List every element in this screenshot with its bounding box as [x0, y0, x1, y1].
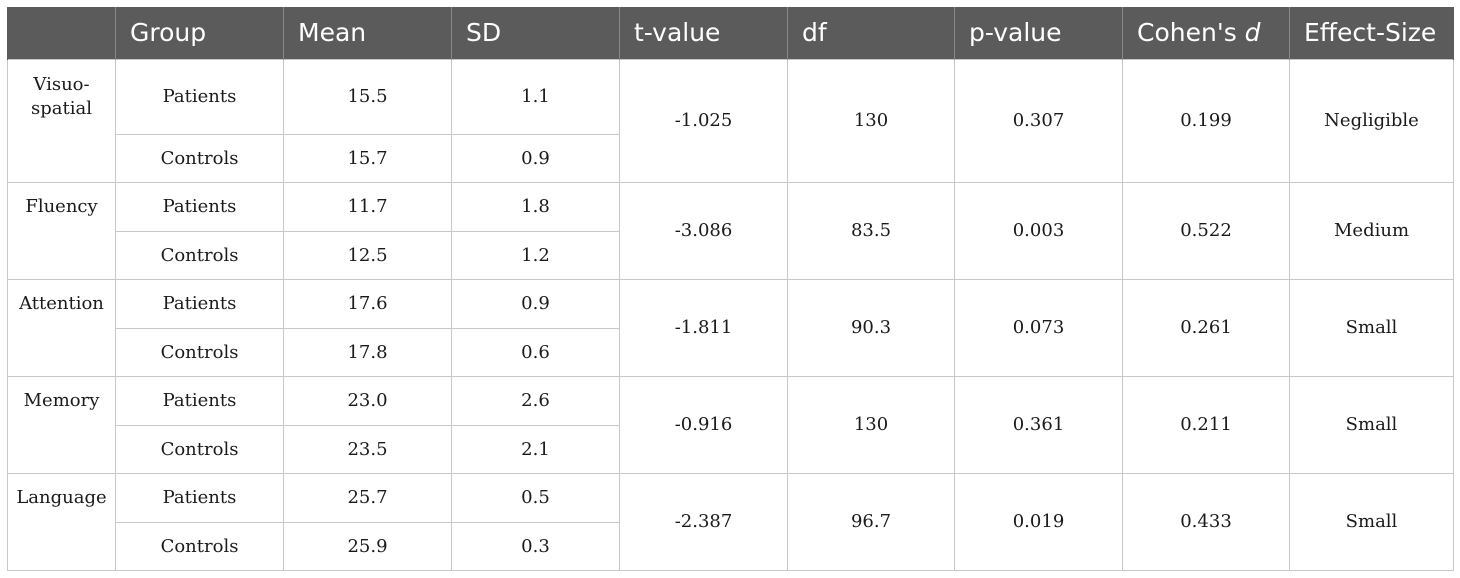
df-value: 90.3 — [787, 278, 955, 377]
group-label: Controls — [115, 424, 284, 474]
header-sd: SD — [451, 7, 620, 59]
domain-label: Memory — [7, 375, 116, 425]
cohens-d-value: 0.211 — [1122, 375, 1290, 474]
effect-size-value: Small — [1289, 278, 1454, 377]
cohens-d-value: 0.433 — [1122, 472, 1290, 571]
sd-value: 1.1 — [451, 58, 620, 135]
group-label: Patients — [115, 278, 284, 329]
header-row: Group Mean SD t-value df p-value Cohen's… — [7, 7, 1454, 59]
domain-blank — [7, 522, 116, 571]
t-value: -2.387 — [619, 472, 788, 571]
sd-value: 1.2 — [451, 230, 620, 280]
effect-size-value: Negligible — [1289, 58, 1454, 183]
domain-blank — [7, 134, 116, 183]
group-label: Controls — [115, 133, 284, 183]
mean-value: 15.5 — [283, 58, 452, 135]
sd-value: 0.6 — [451, 327, 620, 377]
table-row: Fluency Patients 11.7 1.8 -3.086 83.5 0.… — [7, 181, 1454, 280]
domain-label: Visuo-spatial — [7, 58, 116, 134]
table-row: Controls 15.7 0.9 — [7, 133, 1454, 183]
sd-value: 1.8 — [451, 181, 620, 232]
p-value: 0.307 — [954, 58, 1123, 183]
group-label: Patients — [115, 472, 284, 523]
effect-size-value: Medium — [1289, 181, 1454, 280]
cohens-d-value: 0.199 — [1122, 58, 1290, 183]
mean-value: 23.0 — [283, 375, 452, 426]
df-value: 83.5 — [787, 181, 955, 280]
sd-value: 0.9 — [451, 133, 620, 183]
header-mean: Mean — [283, 7, 452, 59]
sd-value: 0.5 — [451, 472, 620, 523]
header-df: df — [787, 7, 955, 59]
header-cohens-d: Cohen's d — [1122, 7, 1290, 59]
df-value: 130 — [787, 58, 955, 183]
header-p-value: p-value — [954, 7, 1123, 59]
header-cohens-prefix: Cohen's — [1137, 18, 1245, 48]
table-row: Controls 23.5 2.1 — [7, 424, 1454, 474]
p-value: 0.361 — [954, 375, 1123, 474]
group-label: Controls — [115, 327, 284, 377]
effect-size-value: Small — [1289, 375, 1454, 474]
df-value: 130 — [787, 375, 955, 474]
header-domain — [7, 7, 116, 59]
group-label: Controls — [115, 521, 284, 571]
domain-label: Attention — [7, 278, 116, 328]
domain-blank — [7, 425, 116, 474]
domain-label: Fluency — [7, 181, 116, 231]
p-value: 0.019 — [954, 472, 1123, 571]
header-t-value: t-value — [619, 7, 788, 59]
cohens-d-value: 0.522 — [1122, 181, 1290, 280]
t-value: -1.025 — [619, 58, 788, 183]
statistics-table: Group Mean SD t-value df p-value Cohen's… — [7, 7, 1454, 571]
group-label: Patients — [115, 181, 284, 232]
header-group: Group — [115, 7, 284, 59]
group-label: Patients — [115, 375, 284, 426]
domain-blank — [7, 328, 116, 377]
sd-value: 2.1 — [451, 424, 620, 474]
t-value: -0.916 — [619, 375, 788, 474]
mean-value: 12.5 — [283, 230, 452, 280]
mean-value: 25.9 — [283, 521, 452, 571]
mean-value: 23.5 — [283, 424, 452, 474]
mean-value: 25.7 — [283, 472, 452, 523]
header-cohens-d-letter: d — [1244, 18, 1261, 48]
domain-label: Language — [7, 472, 116, 522]
sd-value: 0.3 — [451, 521, 620, 571]
p-value: 0.003 — [954, 181, 1123, 280]
cohens-d-value: 0.261 — [1122, 278, 1290, 377]
mean-value: 11.7 — [283, 181, 452, 232]
group-label: Patients — [115, 58, 284, 135]
table-row: Attention Patients 17.6 0.9 -1.811 90.3 … — [7, 278, 1454, 377]
table-row: Controls 17.8 0.6 — [7, 327, 1454, 377]
mean-value: 15.7 — [283, 133, 452, 183]
effect-size-value: Small — [1289, 472, 1454, 571]
group-label: Controls — [115, 230, 284, 280]
mean-value: 17.8 — [283, 327, 452, 377]
sd-value: 2.6 — [451, 375, 620, 426]
table-row: Controls 25.9 0.3 — [7, 521, 1454, 571]
df-value: 96.7 — [787, 472, 955, 571]
sd-value: 0.9 — [451, 278, 620, 329]
header-effect-size: Effect-Size — [1289, 7, 1454, 59]
t-value: -3.086 — [619, 181, 788, 280]
table-row: Language Patients 25.7 0.5 -2.387 96.7 0… — [7, 472, 1454, 571]
table-row: Visuo-spatial Patients 15.5 1.1 -1.025 1… — [7, 58, 1454, 183]
table-row: Memory Patients 23.0 2.6 -0.916 130 0.36… — [7, 375, 1454, 474]
t-value: -1.811 — [619, 278, 788, 377]
mean-value: 17.6 — [283, 278, 452, 329]
p-value: 0.073 — [954, 278, 1123, 377]
domain-blank — [7, 231, 116, 280]
